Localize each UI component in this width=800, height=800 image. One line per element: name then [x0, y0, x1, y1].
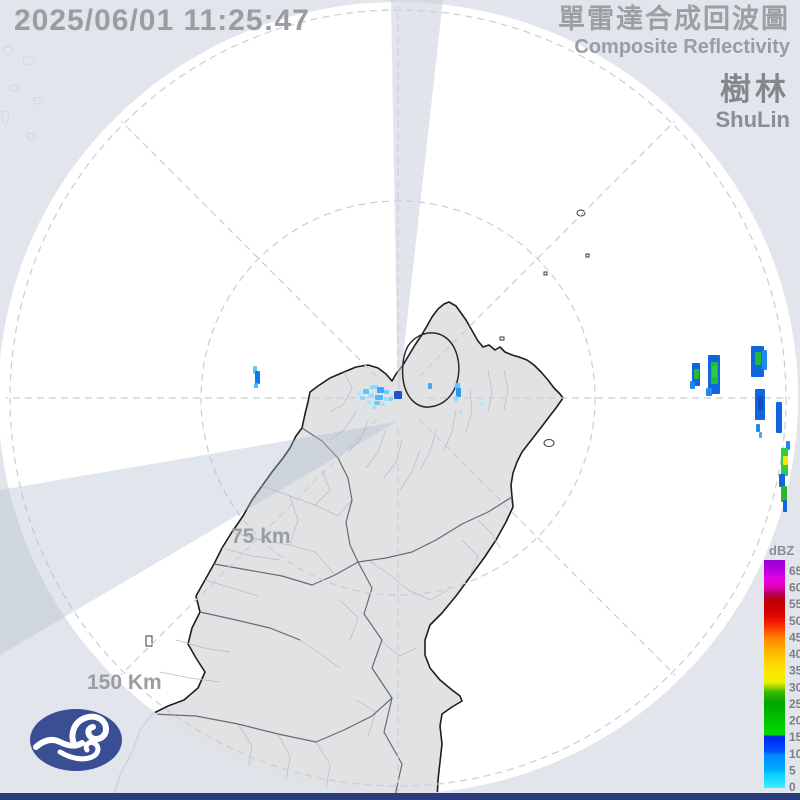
radar-echo: [389, 397, 393, 401]
radar-echo: [455, 383, 460, 389]
colorbar-tick-60: 60: [789, 581, 800, 595]
azimuth-radials: [6, 6, 790, 792]
wsw-blocked-wedge: [0, 422, 396, 655]
county-boundaries: [151, 427, 513, 800]
range-label-75km: 75 km: [231, 525, 291, 548]
radar-echo: [456, 388, 461, 397]
township-boundaries: [159, 369, 509, 791]
radar-echo: [374, 401, 380, 405]
radar-echo: [776, 402, 782, 433]
radar-echo: [759, 432, 762, 438]
radar-echo: [783, 500, 787, 512]
radar-echo: [755, 352, 761, 365]
radar-echo: [690, 381, 695, 389]
radar-echo: [360, 396, 365, 400]
cwb-logo[interactable]: [30, 709, 122, 771]
colorbar-tick-15: 15: [789, 730, 800, 744]
radar-echo: [384, 397, 389, 401]
taiwan-map: [1, 13, 590, 800]
north-blocked-wedge: [391, 0, 443, 402]
radar-echo: [783, 456, 788, 465]
colorbar-tick-65: 65: [789, 564, 800, 578]
radar-echo: [357, 391, 361, 395]
radar-echo: [779, 474, 785, 487]
colorbar-tick-10: 10: [789, 747, 800, 761]
range-label-150km: 150 Km: [87, 671, 162, 694]
dbz-colorbar: 0 5 10 15 20 25 30 35 40 45 50 55 60 65: [764, 560, 800, 794]
colorbar-tick-50: 50: [789, 614, 800, 628]
colorbar-tick-40: 40: [789, 647, 800, 661]
radar-echo: [255, 371, 260, 384]
radar-echo: [384, 390, 389, 394]
timestamp: 2025/06/01 11:25:47: [14, 4, 310, 37]
station-name-english: ShuLin: [715, 107, 790, 132]
radar-echo: [363, 389, 369, 394]
radar-echo: [712, 366, 717, 377]
colorbar-tick-35: 35: [789, 664, 800, 678]
radar-echo: [756, 424, 760, 432]
radar-echo: [375, 395, 383, 400]
radar-echo: [706, 388, 712, 396]
radar-echo: [254, 383, 258, 388]
radar-echo: [454, 396, 458, 401]
radar-echo-layer: [253, 346, 790, 512]
radar-echo: [381, 403, 385, 406]
station-name-chinese: 樹林: [720, 72, 790, 107]
radar-station-marker: [394, 391, 402, 399]
title-block: 單雷達合成回波圖 Composite Reflectivity 樹林 ShuLi…: [558, 2, 790, 132]
radar-echo: [786, 441, 790, 450]
colorbar-tick-45: 45: [789, 630, 800, 644]
colorbar-tick-20: 20: [789, 714, 800, 728]
colorbar-tick-5: 5: [789, 763, 796, 777]
colorbar-tick-0: 0: [789, 780, 796, 794]
radar-echo: [363, 405, 367, 408]
radar-echo: [762, 350, 767, 370]
radar-echo: [694, 369, 699, 379]
radar-echo: [428, 383, 432, 389]
title-chinese: 單雷達合成回波圖: [558, 4, 790, 34]
title-english: Composite Reflectivity: [574, 36, 790, 58]
radar-echo: [758, 396, 763, 410]
radar-echo: [377, 387, 384, 393]
colorbar-unit-label: dBZ: [769, 543, 795, 558]
radar-echo: [367, 400, 372, 404]
colorbar-tick-30: 30: [789, 680, 800, 694]
colorbar-tick-25: 25: [789, 697, 800, 711]
colorbar-gradient: [764, 560, 785, 788]
radar-echo: [372, 406, 376, 409]
taiwan-landmass: [111, 301, 564, 800]
radar-echo: [370, 385, 378, 389]
radar-echo: [480, 402, 483, 405]
cwb-logo-wave-icon: [33, 713, 110, 762]
footer-bar: [0, 793, 800, 800]
radar-echo: [459, 411, 463, 414]
colorbar-tick-55: 55: [789, 597, 800, 611]
cwb-logo-ellipse: [30, 709, 122, 771]
colorbar-tick-labels: 0 5 10 15 20 25 30 35 40 45 50 55 60 65: [789, 564, 800, 794]
radar-echo: [368, 393, 374, 398]
radar-echo: [781, 486, 787, 502]
